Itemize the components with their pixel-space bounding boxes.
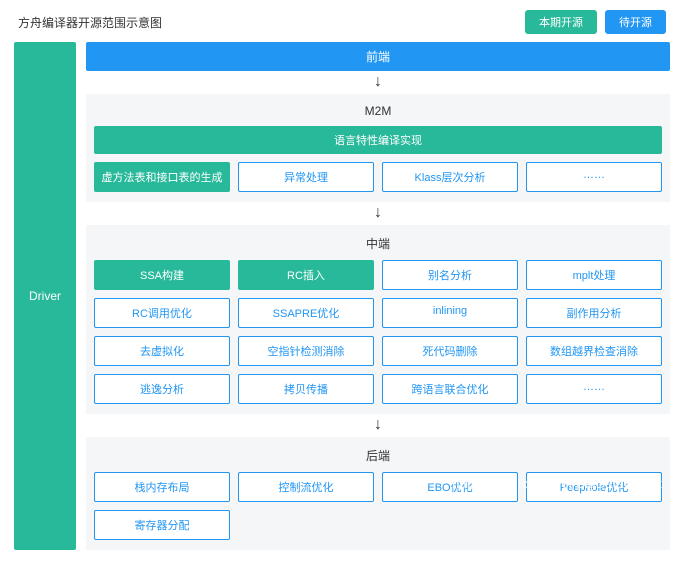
middle-section: 中端 SSA构建 RC插入别名分析 mplt处理 RC调用优化 SSAPRE优化 inli…	[86, 225, 670, 414]
legend-current: 本期开源	[525, 10, 597, 34]
grid-cell: ……	[526, 374, 662, 404]
grid-cell: 别名分析	[382, 260, 518, 290]
grid-cell: inlining	[382, 298, 518, 328]
m2m-full-row: 语言特性编译实现	[94, 126, 662, 154]
driver-block: Driver	[14, 42, 76, 550]
legend-pending: 待开源	[605, 10, 666, 34]
grid-cell: 栈内存布局	[94, 472, 230, 502]
backend-section: 后端 栈内存布局控制流优化EBO优化Peephole优化寄存器分配	[86, 437, 670, 550]
grid-cell: 逃逸分析	[94, 374, 230, 404]
grid-cell: 虚方法表和接口表的生成	[94, 162, 230, 192]
arrow-icon: ↓	[86, 202, 670, 225]
flow-column: 前端 ↓ M2M 语言特性编译实现 虚方法表和接口表的生成异常处理 Klass层次…	[86, 42, 670, 550]
grid-cell: SSA构建	[94, 260, 230, 290]
frontend-bar: 前端	[86, 42, 670, 71]
m2m-title: M2M	[94, 102, 662, 126]
grid-cell: 副作用分析	[526, 298, 662, 328]
grid-cell: RC插入	[238, 260, 374, 290]
diagram-title: 方舟编译器开源范围示意图	[18, 14, 517, 31]
grid-cell: Klass层次分析	[382, 162, 518, 192]
m2m-section: M2M 语言特性编译实现 虚方法表和接口表的生成异常处理 Klass层次分析 ……	[86, 94, 670, 202]
grid-cell: mplt处理	[526, 260, 662, 290]
grid-cell: 数组越界检查消除	[526, 336, 662, 366]
grid-cell: RC调用优化	[94, 298, 230, 328]
arrow-icon: ↓	[86, 414, 670, 437]
grid-cell: 异常处理	[238, 162, 374, 192]
grid-cell: 去虚拟化	[94, 336, 230, 366]
grid-cell: 控制流优化	[238, 472, 374, 502]
watermark-text: https://blog.csdn.net/BigDataDigest	[452, 476, 662, 491]
grid-cell: 寄存器分配	[94, 510, 230, 540]
grid-cell: ……	[526, 162, 662, 192]
grid-cell: SSAPRE优化	[238, 298, 374, 328]
backend-title: 后端	[94, 445, 662, 472]
grid-cell: 死代码删除	[382, 336, 518, 366]
middle-title: 中端	[94, 233, 662, 260]
header: 方舟编译器开源范围示意图 本期开源 待开源	[0, 0, 684, 42]
m2m-grid: 虚方法表和接口表的生成异常处理 Klass层次分析 ……	[94, 162, 662, 192]
grid-cell: 拷贝传播	[238, 374, 374, 404]
arrow-icon: ↓	[86, 71, 670, 94]
grid-cell: 空指针检测消除	[238, 336, 374, 366]
middle-grid: SSA构建 RC插入别名分析 mplt处理 RC调用优化 SSAPRE优化 inlinin…	[94, 260, 662, 404]
grid-cell: 跨语言联合优化	[382, 374, 518, 404]
